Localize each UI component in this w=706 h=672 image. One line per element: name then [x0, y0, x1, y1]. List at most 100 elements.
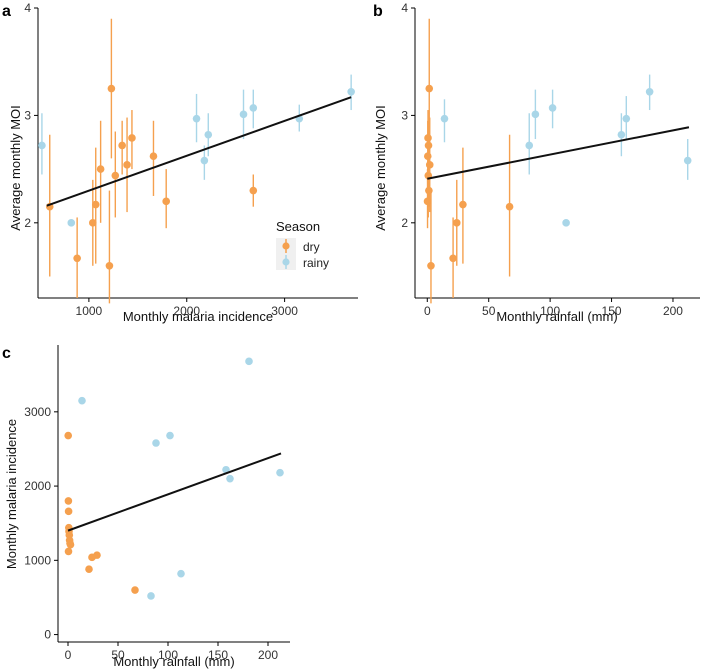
panel-a-y-tick-label: 2 [24, 216, 31, 230]
panel-a: a Average monthly MOI Monthly malaria in… [2, 1, 358, 324]
panel-a-point-dry [118, 141, 126, 150]
panel-b-point-dry [424, 141, 433, 150]
panel-a-point-rainy [204, 130, 213, 139]
panel-b-point-rainy [548, 104, 557, 112]
panel-c: c Monthly malaria incidence Monthly rain… [2, 345, 290, 669]
panel-a-letter: a [2, 3, 11, 20]
panel-b-point-rainy [617, 130, 626, 139]
panel-b-point-dry [452, 219, 461, 227]
panel-a-point-dry [128, 134, 136, 142]
panel-b-point-rainy [525, 141, 534, 150]
panel-b-point-dry [423, 152, 432, 161]
panel-b: b Average monthly MOI Monthly rainfall (… [373, 1, 700, 324]
panel-a-point-dry [73, 254, 81, 263]
panel-b-point-rainy [683, 156, 692, 165]
panel-c-point-dry [85, 565, 93, 574]
panel-b-point-dry [459, 200, 467, 209]
panel-c-point-dry [64, 431, 72, 440]
panel-c-x-tick-label: 200 [258, 648, 278, 662]
panel-b-point-rainy [645, 87, 654, 96]
panel-c-point-rainy [177, 569, 185, 578]
panel-b-point-rainy [622, 114, 631, 123]
panel-b-point-dry [505, 202, 514, 211]
panel-a-point-rainy [347, 87, 355, 96]
panel-a-point-rainy [67, 219, 76, 227]
panel-c-x-tick-label: 150 [208, 648, 228, 662]
legend-key-rainy-marker [282, 258, 290, 266]
panel-b-point-dry [425, 84, 434, 93]
panel-a-y-axis-title: Average monthly MOI [8, 105, 23, 230]
panel-c-point-rainy [276, 468, 284, 477]
panel-c-point-rainy [147, 592, 155, 600]
panel-a-point-dry [123, 161, 131, 169]
panel-c-point-dry [64, 507, 73, 516]
panel-c-y-tick-label: 1000 [24, 553, 51, 567]
panel-b-y-tick-label: 4 [401, 1, 408, 15]
panel-c-point-rainy [245, 357, 253, 366]
panel-a-y-tick-label: 3 [24, 108, 31, 122]
panel-c-y-tick-label: 3000 [24, 405, 51, 419]
panel-c-point-rainy [152, 439, 160, 447]
panel-a-point-dry [162, 197, 170, 206]
panel-b-point-dry [425, 161, 434, 169]
panel-c-x-tick-label: 100 [158, 648, 178, 662]
panel-c-y-tick-label: 0 [44, 628, 51, 642]
panel-a-point-rainy [200, 156, 209, 165]
panel-a-point-dry [149, 152, 158, 161]
panel-c-point-dry [66, 540, 75, 549]
legend-key-dry-marker [282, 242, 290, 250]
panel-c-letter: c [2, 345, 11, 362]
panel-a-x-tick-label: 3000 [271, 304, 298, 318]
panel-a-point-dry [89, 219, 97, 227]
panel-c-y-axis-title: Monthly malaria incidence [4, 419, 19, 569]
season-legend: Season dry rainy [276, 219, 329, 270]
panel-c-y-tick-label: 2000 [24, 479, 51, 493]
panel-b-letter: b [373, 3, 383, 20]
panel-c-point-dry [64, 497, 73, 505]
panel-b-x-tick-label: 150 [602, 304, 622, 318]
panel-a-x-tick-label: 2000 [173, 304, 200, 318]
panel-a-point-rainy [239, 110, 248, 119]
panel-b-y-axis-title: Average monthly MOI [373, 105, 388, 230]
panel-b-y-tick-label: 3 [401, 108, 408, 122]
panel-b-point-dry [449, 254, 457, 263]
panel-b-x-tick-label: 200 [663, 304, 683, 318]
panel-c-point-dry [64, 547, 73, 556]
panel-c-point-dry [93, 551, 101, 559]
panel-b-point-dry [423, 197, 432, 206]
panel-b-x-axis-title: Monthly rainfall (mm) [496, 309, 617, 324]
panel-a-point-dry [249, 186, 258, 195]
panel-c-point-dry [131, 586, 139, 594]
panel-a-point-dry [111, 171, 120, 180]
panel-b-y-tick-label: 2 [401, 216, 408, 230]
panel-a-point-dry [91, 200, 100, 209]
panel-a-point-dry [96, 165, 105, 173]
panel-a-point-dry [105, 261, 114, 270]
panel-b-point-rainy [531, 110, 540, 119]
panel-b-point-rainy [440, 114, 449, 123]
panel-b-point-dry [424, 134, 432, 142]
panel-b-regression-line [427, 126, 690, 180]
panel-c-x-axis-title: Monthly rainfall (mm) [113, 654, 234, 669]
panel-a-x-tick-label: 1000 [76, 304, 103, 318]
panel-c-regression-line [67, 452, 282, 532]
panel-a-point-dry [107, 84, 116, 93]
panel-c-point-rainy [78, 396, 86, 405]
panel-b-x-tick-label: 100 [540, 304, 560, 318]
panel-a-regression-line [46, 96, 352, 207]
panel-b-point-dry [425, 186, 433, 195]
panel-a-x-axis-title: Monthly malaria incidence [123, 309, 273, 324]
panel-a-point-rainy [192, 114, 201, 123]
legend-label-dry: dry [303, 240, 320, 254]
panel-c-point-rainy [166, 431, 174, 440]
panel-b-point-dry [427, 261, 435, 270]
panel-c-x-tick-label: 0 [65, 648, 72, 662]
legend-title: Season [276, 219, 320, 234]
panel-b-point-rainy [562, 219, 570, 227]
panel-a-y-tick-label: 4 [24, 1, 31, 15]
panel-c-point-rainy [226, 474, 234, 483]
panel-b-x-tick-label: 50 [482, 304, 496, 318]
panel-b-x-tick-label: 0 [424, 304, 431, 318]
panel-a-point-rainy [38, 141, 46, 150]
